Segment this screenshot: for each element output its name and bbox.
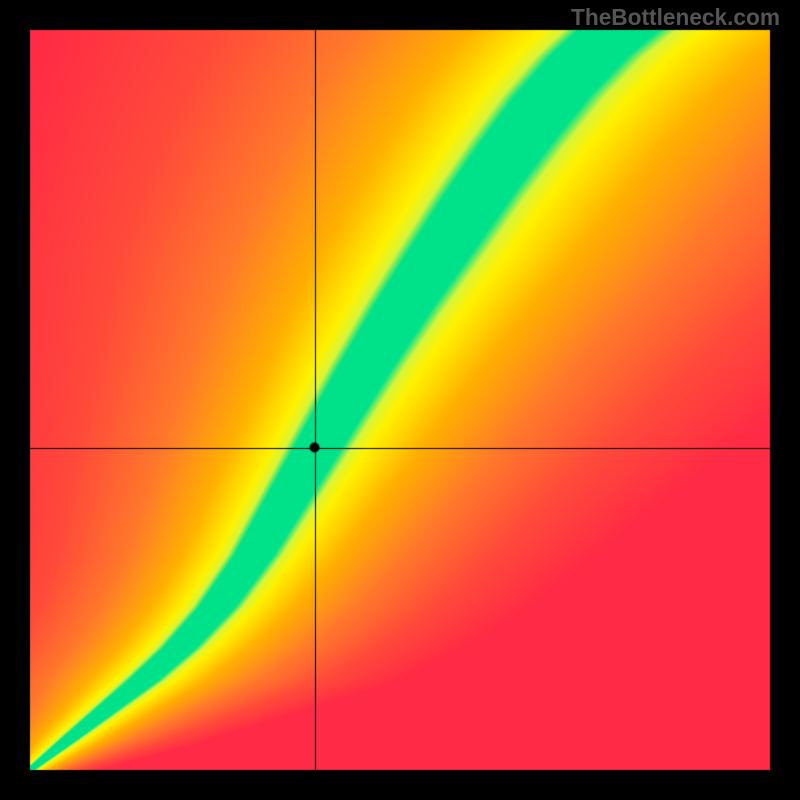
bottleneck-heatmap	[0, 0, 800, 800]
watermark-text: TheBottleneck.com	[571, 4, 780, 31]
chart-container: TheBottleneck.com	[0, 0, 800, 800]
